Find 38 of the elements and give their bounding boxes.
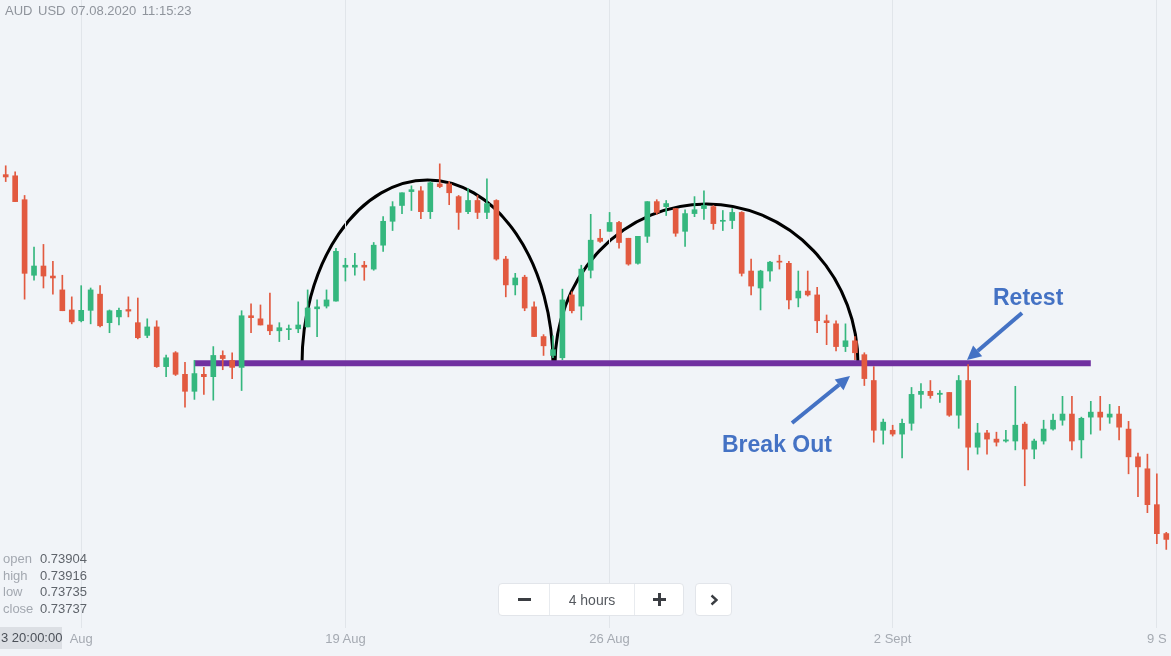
- candlestick: [1135, 452, 1141, 497]
- candlestick: [484, 178, 490, 219]
- candlestick: [918, 383, 924, 409]
- candlestick: [701, 190, 707, 220]
- text: 0.73735: [40, 584, 87, 600]
- text: 0.73904: [40, 551, 87, 567]
- text: open: [3, 551, 32, 567]
- text: close: [3, 600, 34, 617]
- x-tick-label: 9 S: [1147, 630, 1167, 646]
- annotation: Break Out: [722, 431, 832, 457]
- candlestick: [436, 163, 443, 189]
- x-tick-label: 19 Aug: [325, 630, 366, 646]
- candlestick: [295, 301, 302, 334]
- candlestick: [285, 324, 292, 340]
- candlestick: [267, 292, 273, 335]
- candlestick: [663, 200, 670, 216]
- candlestick: [1097, 395, 1104, 431]
- candlestick: [219, 350, 226, 371]
- x-tick-label: Aug: [69, 630, 93, 646]
- candlestick: [2, 165, 9, 182]
- candlestick: [248, 303, 254, 334]
- candlestick: [1012, 385, 1019, 451]
- x-tick-label: 26 Aug: [589, 630, 630, 646]
- text: 3 20:00:00: [0, 627, 63, 649]
- candlestick: [804, 270, 811, 297]
- x-tick-label: 2 Sept: [873, 630, 912, 646]
- text: 0.73916: [40, 567, 87, 584]
- candlestick: [201, 367, 207, 395]
- candlestick: [719, 210, 726, 231]
- text: 0.73737: [40, 600, 87, 617]
- text: high: [3, 567, 28, 584]
- annotation: Retest: [993, 284, 1064, 310]
- interval-stepper: 4 hours: [498, 583, 684, 616]
- text: low: [3, 584, 23, 600]
- candlestick: [1087, 401, 1094, 435]
- chart-title: AUD USD 07.08.2020 11:15:23: [5, 3, 192, 18]
- candlestick: [795, 270, 802, 308]
- candlestick: [937, 390, 943, 403]
